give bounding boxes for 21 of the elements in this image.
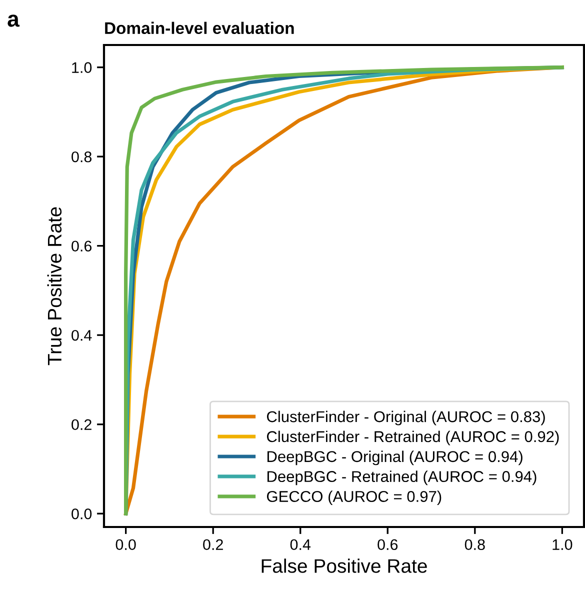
y-tick-label: 0.0: [72, 508, 92, 520]
y-tick-label: 0.2: [72, 419, 92, 430]
legend-label: GECCO (AUROC = 0.97): [266, 490, 442, 506]
legend-label: ClusterFinder - Original (AUROC = 0.83): [266, 410, 545, 426]
x-tick-label: 0.6: [378, 539, 398, 550]
y-tick-label: 0.4: [72, 330, 92, 341]
y-axis-title: True Positive Rate: [47, 207, 62, 366]
legend-label: DeepBGC - Retrained (AUROC = 0.94): [267, 470, 536, 486]
legend-label: DeepBGC - Original (AUROC = 0.94): [267, 450, 522, 466]
x-tick-label: 0.4: [290, 539, 311, 550]
x-tick-label: 1.0: [552, 539, 572, 550]
y-tick-label: 0.6: [72, 240, 92, 252]
x-tick-label: 0.2: [203, 539, 223, 550]
x-tick-label: 0.8: [464, 539, 485, 550]
y-tick-label: 1.0: [72, 62, 92, 73]
text: a: [8, 14, 20, 27]
x-tick-label: 0.0: [116, 539, 136, 550]
legend-label: ClusterFinder - Retrained (AUROC = 0.92): [266, 430, 559, 446]
y-tick-label: 0.8: [72, 151, 92, 162]
x-axis-title: False Positive Rate: [262, 558, 427, 573]
chart-title: Domain-level evaluation: [105, 22, 294, 34]
